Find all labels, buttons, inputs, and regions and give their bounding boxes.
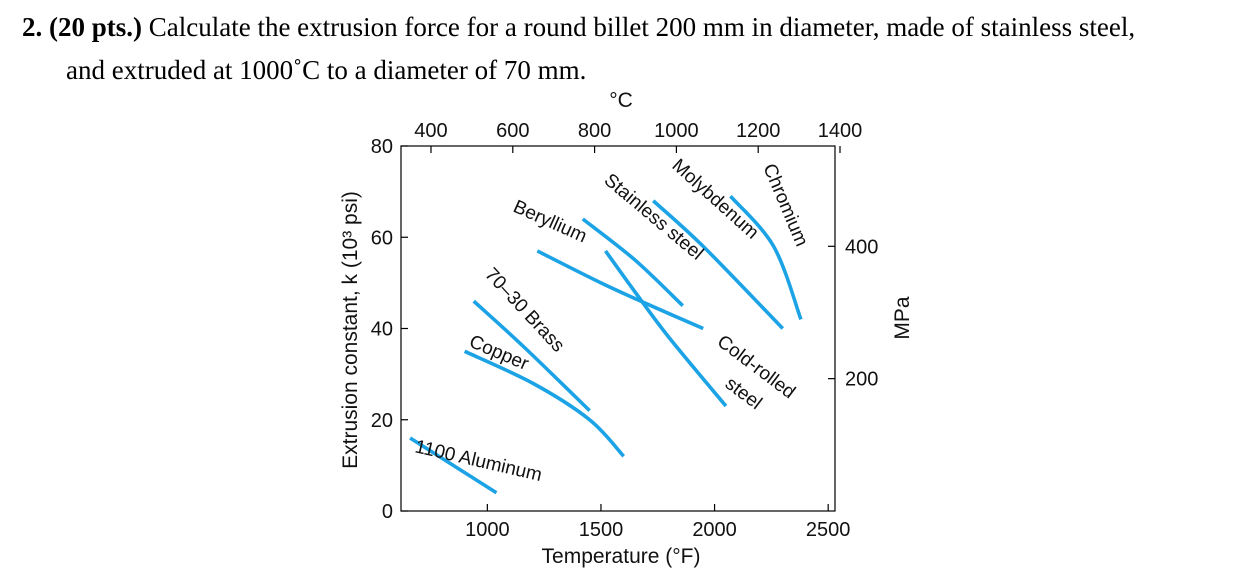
axis-ticks <box>401 145 841 512</box>
curve-cold-rolled-steel <box>604 249 728 408</box>
y-axis-label: Extrusion constant, k (10³ psi) <box>339 191 362 469</box>
y-tick-label-80: 80 <box>371 136 393 158</box>
curve-1100-aluminum <box>409 436 498 495</box>
y2-tick-label-400: 400 <box>845 236 878 258</box>
x2-tick-label-1200: 1200 <box>736 120 781 142</box>
y-tick-label-40: 40 <box>371 319 393 341</box>
label-1100-aluminum: 1100 Aluminum <box>413 436 544 486</box>
problem-number: 2. <box>22 12 43 42</box>
problem-text-line1: Calculate the extrusion force for a roun… <box>142 12 1136 42</box>
curve-molybdenum <box>652 199 785 330</box>
x2-axis-label: °C <box>609 89 633 112</box>
x-axis-label: Temperature (°F) <box>542 545 701 568</box>
tick-labels: 1000 1500 2000 2500 400 600 800 1000 1200 1400 0 20… <box>371 120 879 541</box>
x2-tick-label-1400: 1400 <box>818 120 863 142</box>
curve-70-30-brass <box>472 299 591 412</box>
problem-text-line2: and extruded at 1000˚C to a diameter of … <box>66 55 587 85</box>
label-beryllium: Beryllium <box>510 196 590 247</box>
curve-stainless-steel <box>581 217 685 307</box>
y-tick-label-60: 60 <box>371 227 393 249</box>
x-tick-label-2000: 2000 <box>692 519 737 541</box>
x-tick-label-1500: 1500 <box>579 519 624 541</box>
data-curves <box>409 194 803 495</box>
curve-chromium <box>729 194 803 321</box>
x2-tick-label-400: 400 <box>414 120 447 142</box>
problem-statement: 2. (20 pts.) Calculate the extrusion for… <box>22 6 1242 92</box>
curve-copper <box>463 349 626 458</box>
y-tick-label-20: 20 <box>371 410 393 432</box>
x2-tick-label-800: 800 <box>578 120 611 142</box>
x2-tick-label-600: 600 <box>496 120 529 142</box>
y2-axis-label: MPa <box>891 296 914 340</box>
y-tick-label-0: 0 <box>382 501 393 523</box>
x-tick-label-1000: 1000 <box>465 519 510 541</box>
x-tick-label-2500: 2500 <box>806 519 851 541</box>
x2-tick-label-1000: 1000 <box>654 120 699 142</box>
problem-points: (20 pts.) <box>49 12 142 42</box>
curve-beryllium <box>536 249 704 331</box>
y2-tick-label-200: 200 <box>845 369 878 391</box>
